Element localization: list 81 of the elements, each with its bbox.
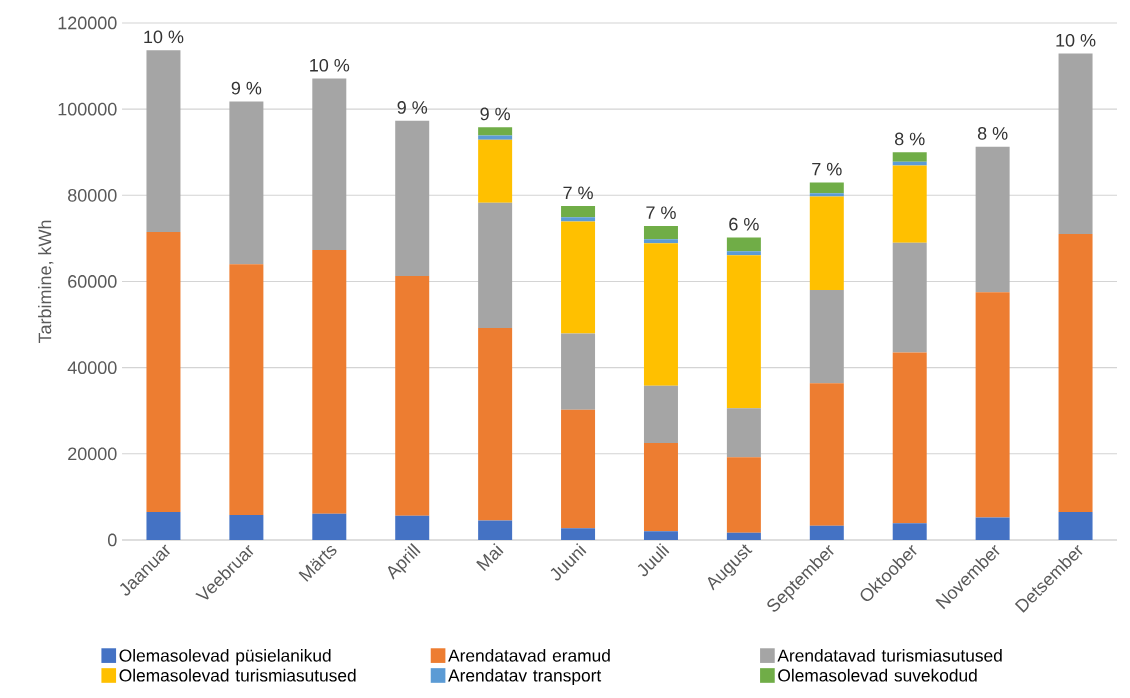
- bar: [478, 127, 513, 136]
- bar: [561, 528, 596, 540]
- legend-label: Arendatavad turismiasutused: [777, 648, 1002, 662]
- bar: [478, 135, 513, 140]
- bar: [726, 255, 761, 409]
- bar: [726, 408, 761, 458]
- annotation: 10 %: [144, 30, 184, 44]
- bar: [975, 146, 1010, 293]
- x-tick-label: Mai: [476, 543, 504, 571]
- bar: [395, 275, 430, 516]
- legend-label: Olemasolevad turismiasutused: [119, 668, 356, 682]
- annotation: 8 %: [977, 126, 1008, 140]
- bar: [478, 202, 513, 329]
- y-tick-label: 80000: [68, 188, 117, 202]
- bar: [229, 264, 264, 515]
- annotation: 10 %: [310, 58, 350, 72]
- y-axis-title: Tarbimine, kWh: [38, 220, 54, 344]
- bar: [809, 193, 844, 197]
- bar: [643, 239, 678, 244]
- bar: [892, 242, 927, 353]
- bar: [312, 250, 347, 514]
- annotation: 10 %: [1056, 33, 1096, 47]
- y-tick-label: 40000: [67, 361, 117, 375]
- legend-label: Arendatav transport: [448, 668, 602, 686]
- bar: [478, 328, 513, 521]
- bar: [975, 292, 1010, 518]
- bar: [395, 120, 430, 276]
- annotation: 9 %: [231, 81, 262, 95]
- bar: [146, 50, 181, 232]
- bar: [312, 78, 347, 251]
- bar: [1058, 234, 1093, 512]
- annotation: 7 %: [646, 206, 676, 219]
- y-tick-label: 0: [108, 533, 117, 547]
- bar: [975, 517, 1010, 540]
- bar: [561, 333, 596, 410]
- bar: [892, 152, 927, 162]
- legend-label: Olemasolevad suvekodud: [778, 668, 977, 682]
- bar: [478, 520, 513, 540]
- bar: [892, 161, 927, 166]
- annotation: 8 %: [894, 132, 925, 146]
- bar: [809, 525, 844, 540]
- bar: [892, 165, 927, 243]
- bar: [1058, 511, 1093, 540]
- bar: [229, 515, 264, 540]
- bar: [1058, 53, 1093, 235]
- bar: [726, 457, 761, 533]
- bar: [643, 531, 678, 540]
- bar: [726, 532, 761, 540]
- annotation: 7 %: [812, 162, 842, 176]
- bar: [146, 231, 181, 512]
- y-tick-label: 60000: [68, 275, 117, 288]
- bar: [561, 221, 596, 334]
- bar: [892, 352, 927, 524]
- bar: [312, 513, 347, 540]
- bar: [643, 243, 678, 386]
- annotation: 9 %: [480, 107, 510, 121]
- bar: [561, 217, 596, 222]
- bar: [809, 196, 844, 291]
- bar: [643, 443, 678, 532]
- bar: [726, 237, 761, 252]
- bar: [726, 251, 761, 256]
- bar: [809, 182, 844, 194]
- y-tick-label: 20000: [68, 447, 117, 461]
- bar: [809, 383, 844, 526]
- y-tick-label: 120000: [58, 16, 117, 30]
- bar: [643, 385, 678, 444]
- bar: [643, 225, 678, 240]
- bar: [561, 206, 596, 218]
- bar: [809, 290, 844, 384]
- bar: [478, 139, 513, 203]
- bar: [229, 101, 264, 265]
- legend-label: Arendatavad eramud: [448, 648, 610, 662]
- annotation: 9 %: [397, 101, 428, 114]
- annotation: 7 %: [563, 186, 593, 200]
- bar: [561, 409, 596, 529]
- bar: [395, 515, 430, 540]
- bar: [146, 511, 181, 540]
- legend-label: Olemasolevad püsielanikud: [119, 648, 331, 666]
- annotation: 6 %: [729, 217, 759, 231]
- bar: [892, 523, 927, 540]
- y-tick-label: 100000: [58, 102, 117, 116]
